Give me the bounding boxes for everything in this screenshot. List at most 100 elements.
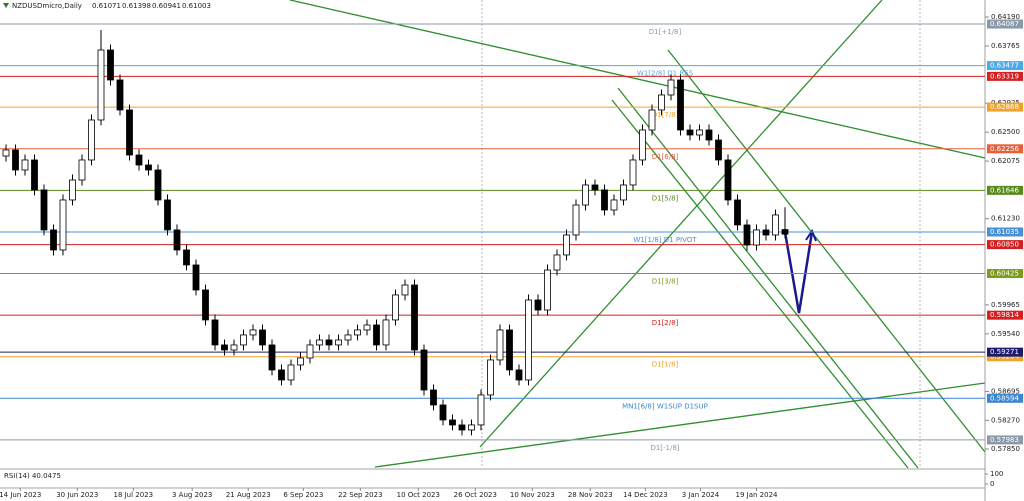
forecast-arrow bbox=[783, 231, 814, 314]
y-tick-label: 0.62075 bbox=[991, 157, 1020, 165]
level-name: D1[7/8] bbox=[652, 111, 679, 119]
level-name: D1[5/8] bbox=[652, 194, 679, 202]
x-tick-label: 30 Jun 2023 bbox=[56, 491, 98, 499]
candle-body bbox=[734, 199, 741, 226]
trend-line bbox=[479, 0, 883, 448]
candles bbox=[2, 29, 789, 436]
indicator-tick-label: 100 bbox=[990, 470, 1003, 478]
header-value: 0.61071 bbox=[92, 2, 121, 10]
x-tick-label: 10 Nov 2023 bbox=[510, 491, 555, 499]
level-box bbox=[987, 185, 1023, 195]
y-tick-label: 0.57850 bbox=[991, 445, 1020, 453]
level-value: 0.63477 bbox=[990, 62, 1019, 70]
trend-line bbox=[667, 49, 986, 453]
header-value: 0.61398 bbox=[122, 2, 151, 10]
level-name: D1[2/8] bbox=[652, 319, 679, 327]
x-tick-label: 3 Jan 2024 bbox=[682, 491, 720, 499]
candle-body bbox=[382, 319, 390, 346]
level-box bbox=[987, 61, 1023, 71]
x-tick-label: 26 Oct 2023 bbox=[454, 491, 497, 499]
candle-body bbox=[411, 284, 418, 351]
candle-body bbox=[743, 224, 751, 246]
candle-body bbox=[240, 334, 247, 346]
y-tick-label: 0.61230 bbox=[991, 215, 1020, 223]
candle-body bbox=[449, 419, 456, 426]
x-tick-label: 14 Dec 2023 bbox=[623, 491, 668, 499]
x-tick-label: 28 Nov 2023 bbox=[568, 491, 613, 499]
candle-body bbox=[430, 389, 437, 406]
level-value: 0.59204 bbox=[990, 353, 1019, 361]
candle-body bbox=[12, 149, 19, 171]
candle-body bbox=[392, 294, 399, 321]
candle-body bbox=[306, 344, 314, 359]
candle-body bbox=[724, 159, 732, 201]
trend-line bbox=[289, 0, 986, 159]
candle-body bbox=[487, 359, 494, 396]
level-box bbox=[987, 269, 1023, 279]
level-box bbox=[987, 352, 1023, 362]
candle-body bbox=[135, 154, 143, 166]
x-tick-label: 22 Sep 2023 bbox=[338, 491, 382, 499]
drawings bbox=[289, 0, 986, 469]
candle-body bbox=[249, 329, 257, 336]
candle-body bbox=[335, 339, 342, 346]
level-box bbox=[987, 310, 1023, 320]
candle-body bbox=[572, 204, 580, 236]
candle-body bbox=[525, 299, 532, 381]
y-tick-label: 0.59965 bbox=[991, 301, 1020, 309]
candle-body bbox=[677, 79, 684, 131]
candle-body bbox=[610, 199, 618, 211]
candle-body bbox=[553, 254, 561, 271]
candle-body bbox=[88, 119, 95, 161]
symbol: NZDUSDmicro,Daily bbox=[12, 2, 82, 10]
x-tick-label: 21 Aug 2023 bbox=[226, 491, 271, 499]
trend-line bbox=[617, 87, 919, 469]
level-name: D1[1/8] bbox=[652, 361, 679, 369]
candle-body bbox=[582, 184, 589, 206]
candle-body bbox=[715, 139, 722, 161]
level-value: 0.61646 bbox=[990, 186, 1019, 194]
level-name: D1[3/8] bbox=[652, 278, 679, 286]
level-value: 0.60850 bbox=[990, 241, 1019, 249]
level-box bbox=[987, 102, 1023, 112]
x-tick-label: 18 Jul 2023 bbox=[113, 491, 153, 499]
candle-body bbox=[506, 329, 513, 371]
level-box bbox=[987, 71, 1023, 81]
level-box bbox=[987, 227, 1023, 237]
level-box bbox=[987, 393, 1023, 403]
candle-body bbox=[107, 49, 114, 81]
level-box bbox=[987, 144, 1023, 154]
candle-body bbox=[420, 349, 428, 391]
candle-body bbox=[468, 424, 475, 431]
level-box bbox=[987, 435, 1023, 445]
level-box bbox=[987, 240, 1023, 250]
candle-body bbox=[278, 369, 285, 381]
y-tick-label: 0.62500 bbox=[991, 128, 1020, 136]
candle-body bbox=[202, 289, 209, 321]
candle-body bbox=[515, 369, 523, 381]
x-tick-label: 14 Jun 2023 bbox=[0, 491, 41, 499]
candle-body bbox=[639, 129, 646, 161]
candle-body bbox=[259, 329, 266, 346]
candle-body bbox=[401, 284, 409, 296]
candle-body bbox=[126, 109, 133, 156]
candle-body bbox=[373, 324, 380, 346]
candle-body bbox=[145, 164, 152, 171]
candle-body bbox=[686, 129, 694, 136]
trend-line bbox=[611, 99, 909, 469]
level-name: D1[+1/8] bbox=[649, 28, 682, 36]
y-tick-label: 0.58695 bbox=[991, 387, 1020, 395]
candle-body bbox=[344, 334, 352, 341]
candle-body bbox=[781, 229, 789, 235]
candle-body bbox=[173, 229, 181, 251]
level-value: 0.60425 bbox=[990, 270, 1019, 278]
candle-body bbox=[50, 229, 57, 251]
level-name: W1[2/8] D1 RES bbox=[637, 70, 694, 78]
level-name: W1[1/8] D1 PIVOT bbox=[633, 236, 697, 244]
header-value: 0.61003 bbox=[182, 2, 211, 10]
candle-body bbox=[40, 189, 48, 231]
candle-body bbox=[154, 169, 162, 201]
candle-body bbox=[297, 357, 304, 366]
